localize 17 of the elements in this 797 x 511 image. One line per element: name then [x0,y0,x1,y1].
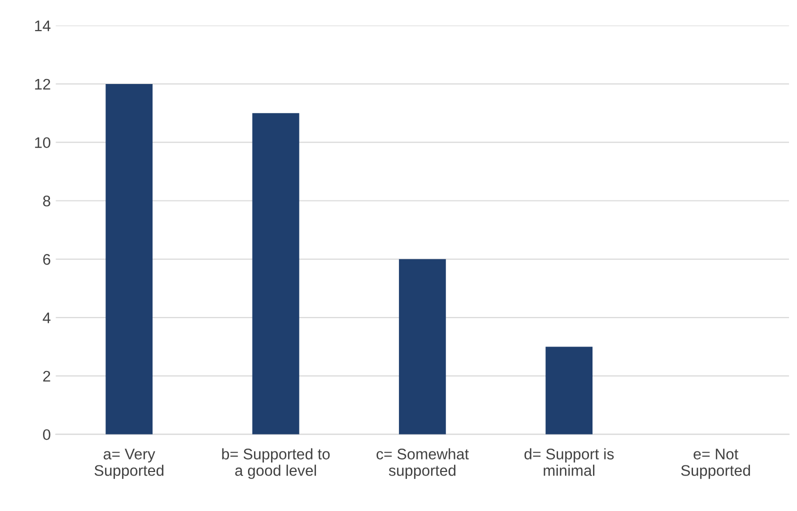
bar [398,259,446,434]
bar [106,84,153,434]
y-tick-label: 8 [43,196,50,206]
x-tick-label: d= Support is minimal [524,448,614,476]
bar [546,346,593,434]
y-tick-label: 4 [42,312,50,324]
bar [252,113,300,434]
y-tick-label: 10 [35,137,50,148]
y-tick-label: 12 [35,78,50,90]
x-tick-label: c= Somewhat supported [376,448,469,479]
x-tick-label: b= Supported to a good level [222,448,330,479]
y-tick-label: 0 [43,429,50,440]
y-tick-label: 14 [35,20,50,32]
x-tick-label: e= Not Supported [681,448,750,479]
y-tick-label: 6 [43,254,50,265]
x-tick-label: a= Very Supported [94,448,164,479]
y-tick-label: 2 [43,370,50,382]
